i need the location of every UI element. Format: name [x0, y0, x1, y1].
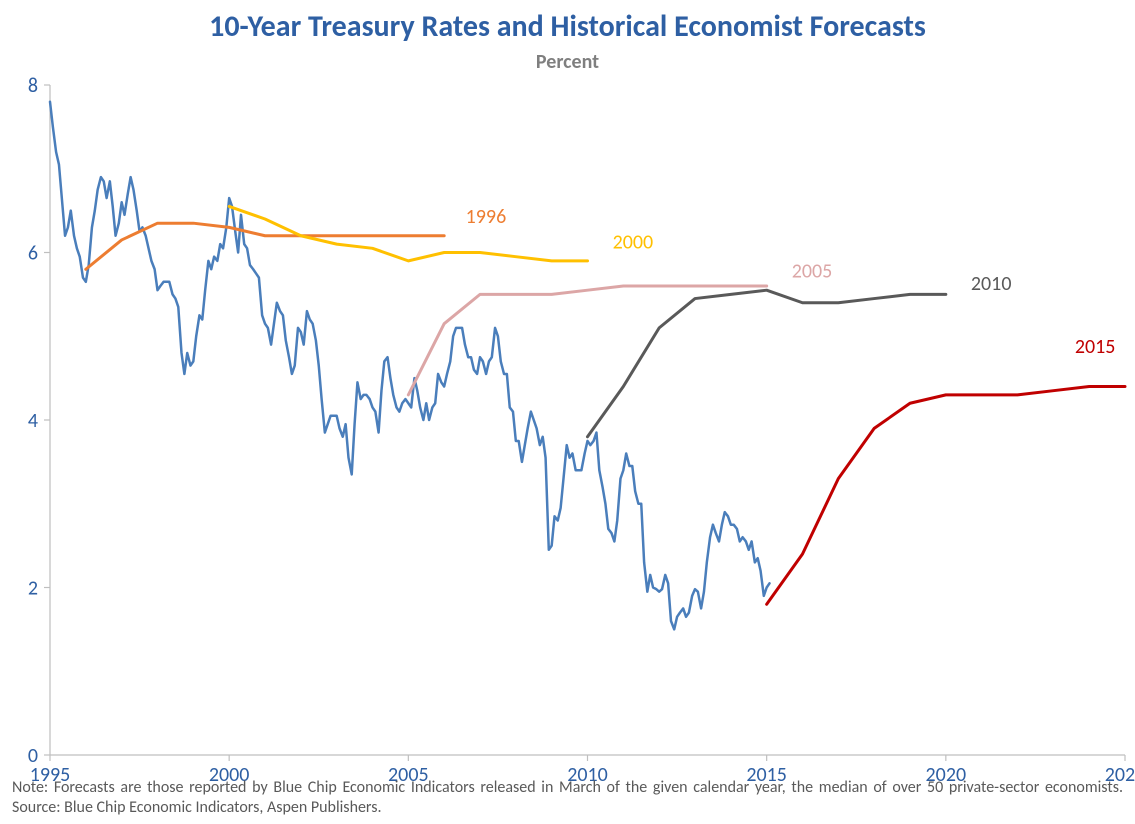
- series-label: 2010: [971, 272, 1012, 296]
- series-forecast-2005: [408, 286, 766, 395]
- chart-container: 10-Year Treasury Rates and Historical Ec…: [0, 0, 1135, 824]
- y-tick-label: 2: [28, 577, 38, 601]
- series-label: 2005: [792, 260, 833, 284]
- y-tick-label: 8: [28, 74, 38, 98]
- series-actual: [50, 102, 770, 630]
- chart-svg: 0246819952000200520102015202020251996200…: [0, 0, 1135, 824]
- series-forecast-2000: [229, 206, 587, 260]
- series-forecast-1996: [86, 223, 444, 269]
- y-tick-label: 4: [28, 409, 38, 433]
- chart-footnote: Note: Forecasts are those reported by Bl…: [12, 778, 1123, 818]
- series-label: 1996: [466, 205, 507, 229]
- y-tick-label: 6: [28, 242, 38, 266]
- series-forecast-2015: [767, 387, 1125, 605]
- series-label: 2000: [613, 230, 654, 254]
- series-label: 2015: [1075, 335, 1116, 359]
